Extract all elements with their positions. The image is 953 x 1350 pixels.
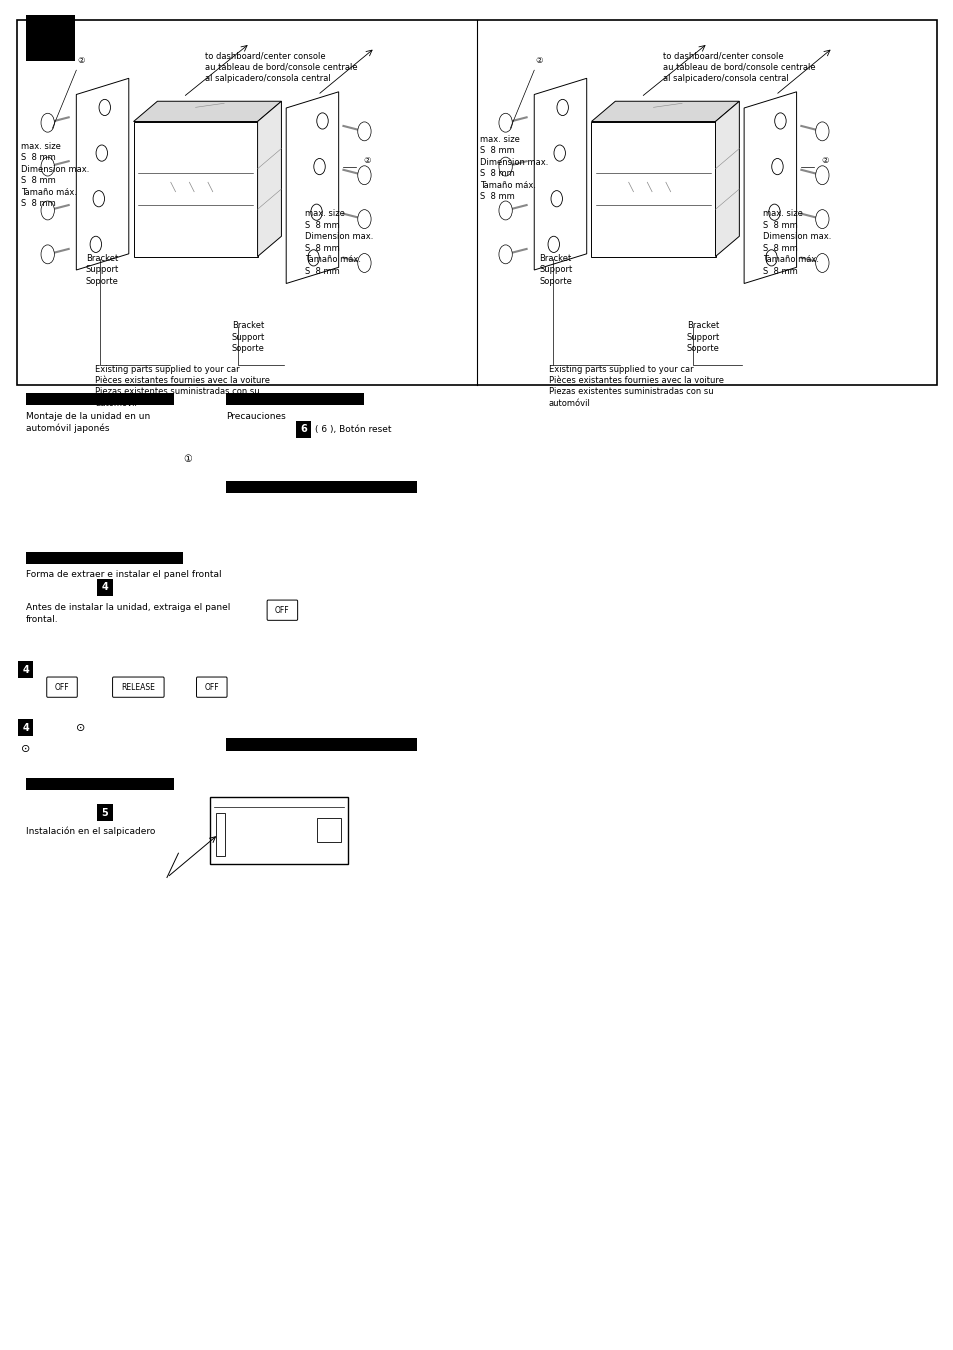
Text: to dashboard/center console
au tableau de bord/console centrale
al salpicadero/c: to dashboard/center console au tableau d…	[662, 51, 815, 84]
Text: ②: ②	[363, 157, 371, 165]
Text: max. size
S  8 mm
Dimension max.
S  8 mm
Tamaño máx.
S  8 mm: max. size S 8 mm Dimension max. S 8 mm T…	[762, 209, 831, 275]
Text: ⊙: ⊙	[21, 744, 30, 755]
Bar	[316, 818, 340, 842]
Bar	[226, 481, 416, 493]
Circle shape	[815, 209, 828, 228]
Text: OFF: OFF	[54, 683, 70, 691]
Bar	[26, 552, 183, 564]
Circle shape	[357, 254, 371, 273]
Text: Bracket
Support
Soporte: Bracket Support Soporte	[686, 321, 720, 354]
Text: Existing parts supplied to your car
Pièces existantes fournies avec la voiture
P: Existing parts supplied to your car Pièc…	[95, 364, 270, 408]
Text: Bracket
Support
Soporte: Bracket Support Soporte	[232, 321, 265, 354]
Text: OFF: OFF	[274, 606, 290, 614]
Text: Precauciones: Precauciones	[226, 412, 286, 421]
Circle shape	[41, 157, 54, 176]
Text: 6: 6	[299, 424, 307, 435]
Bar	[215, 813, 225, 856]
Polygon shape	[591, 101, 739, 122]
Text: max. size
S  8 mm
Dimension max.
S  8 mm
Tamaño máx.
S  8 mm: max. size S 8 mm Dimension max. S 8 mm T…	[21, 142, 90, 208]
Text: to dashboard/center console
au tableau de bord/console centrale
al salpicadero/c: to dashboard/center console au tableau d…	[205, 51, 357, 84]
Polygon shape	[257, 101, 281, 256]
Circle shape	[498, 201, 512, 220]
Text: ①: ①	[183, 454, 193, 464]
Circle shape	[357, 166, 371, 185]
Bar	[26, 393, 173, 405]
Circle shape	[498, 244, 512, 263]
Bar	[18, 662, 33, 678]
Polygon shape	[743, 92, 796, 284]
Text: Montaje de la unidad en un
automóvil japonés: Montaje de la unidad en un automóvil jap…	[26, 412, 150, 433]
FancyBboxPatch shape	[267, 599, 297, 621]
Polygon shape	[715, 101, 739, 256]
Bar	[97, 579, 112, 595]
Polygon shape	[76, 78, 129, 270]
Text: ( 6 ), Botón reset: ( 6 ), Botón reset	[314, 425, 391, 433]
Text: ②: ②	[77, 57, 85, 65]
FancyBboxPatch shape	[47, 678, 77, 697]
Text: ②: ②	[821, 157, 828, 165]
Circle shape	[498, 157, 512, 176]
Text: 4: 4	[22, 722, 30, 733]
Bar	[226, 738, 416, 751]
Circle shape	[357, 122, 371, 140]
Polygon shape	[133, 101, 281, 122]
Text: Existing parts supplied to your car
Pièces existantes fournies avec la voiture
P: Existing parts supplied to your car Pièc…	[548, 364, 722, 408]
Polygon shape	[286, 92, 338, 284]
Text: 4: 4	[101, 582, 109, 593]
Bar	[295, 421, 311, 437]
Circle shape	[41, 201, 54, 220]
Bar	[26, 15, 75, 61]
Text: max. size
S  8 mm
Dimension max.
S  8 mm
Tamaño máx.
S  8 mm: max. size S 8 mm Dimension max. S 8 mm T…	[305, 209, 374, 275]
Text: max. size
S  8 mm
Dimension max.
S  8 mm
Tamaño máx.
S  8 mm: max. size S 8 mm Dimension max. S 8 mm T…	[479, 135, 548, 201]
Text: Antes de instalar la unidad, extraiga el panel
frontal.: Antes de instalar la unidad, extraiga el…	[26, 603, 230, 624]
FancyBboxPatch shape	[112, 678, 164, 697]
Circle shape	[815, 254, 828, 273]
Bar	[226, 393, 364, 405]
Text: ②: ②	[535, 57, 542, 65]
Circle shape	[815, 166, 828, 185]
Circle shape	[357, 209, 371, 228]
Circle shape	[498, 113, 512, 132]
Circle shape	[41, 113, 54, 132]
Bar	[97, 805, 112, 821]
Bar	[210, 796, 348, 864]
Text: 5: 5	[101, 807, 109, 818]
Text: ⊙: ⊙	[76, 722, 86, 733]
Text: 4: 4	[22, 664, 30, 675]
Circle shape	[41, 244, 54, 263]
Bar	[17, 20, 936, 385]
Polygon shape	[534, 78, 586, 270]
Text: Bracket
Support
Soporte: Bracket Support Soporte	[538, 254, 572, 286]
Circle shape	[815, 122, 828, 140]
Bar	[133, 122, 257, 256]
Text: OFF: OFF	[204, 683, 219, 691]
Bar	[18, 720, 33, 736]
Text: Instalación en el salpicadero: Instalación en el salpicadero	[26, 826, 155, 836]
FancyBboxPatch shape	[196, 678, 227, 697]
Bar	[26, 778, 173, 790]
Text: RELEASE: RELEASE	[121, 683, 155, 691]
Text: Forma de extraer e instalar el panel frontal: Forma de extraer e instalar el panel fro…	[26, 570, 221, 579]
Text: Bracket
Support
Soporte: Bracket Support Soporte	[86, 254, 119, 286]
Bar	[591, 122, 715, 256]
